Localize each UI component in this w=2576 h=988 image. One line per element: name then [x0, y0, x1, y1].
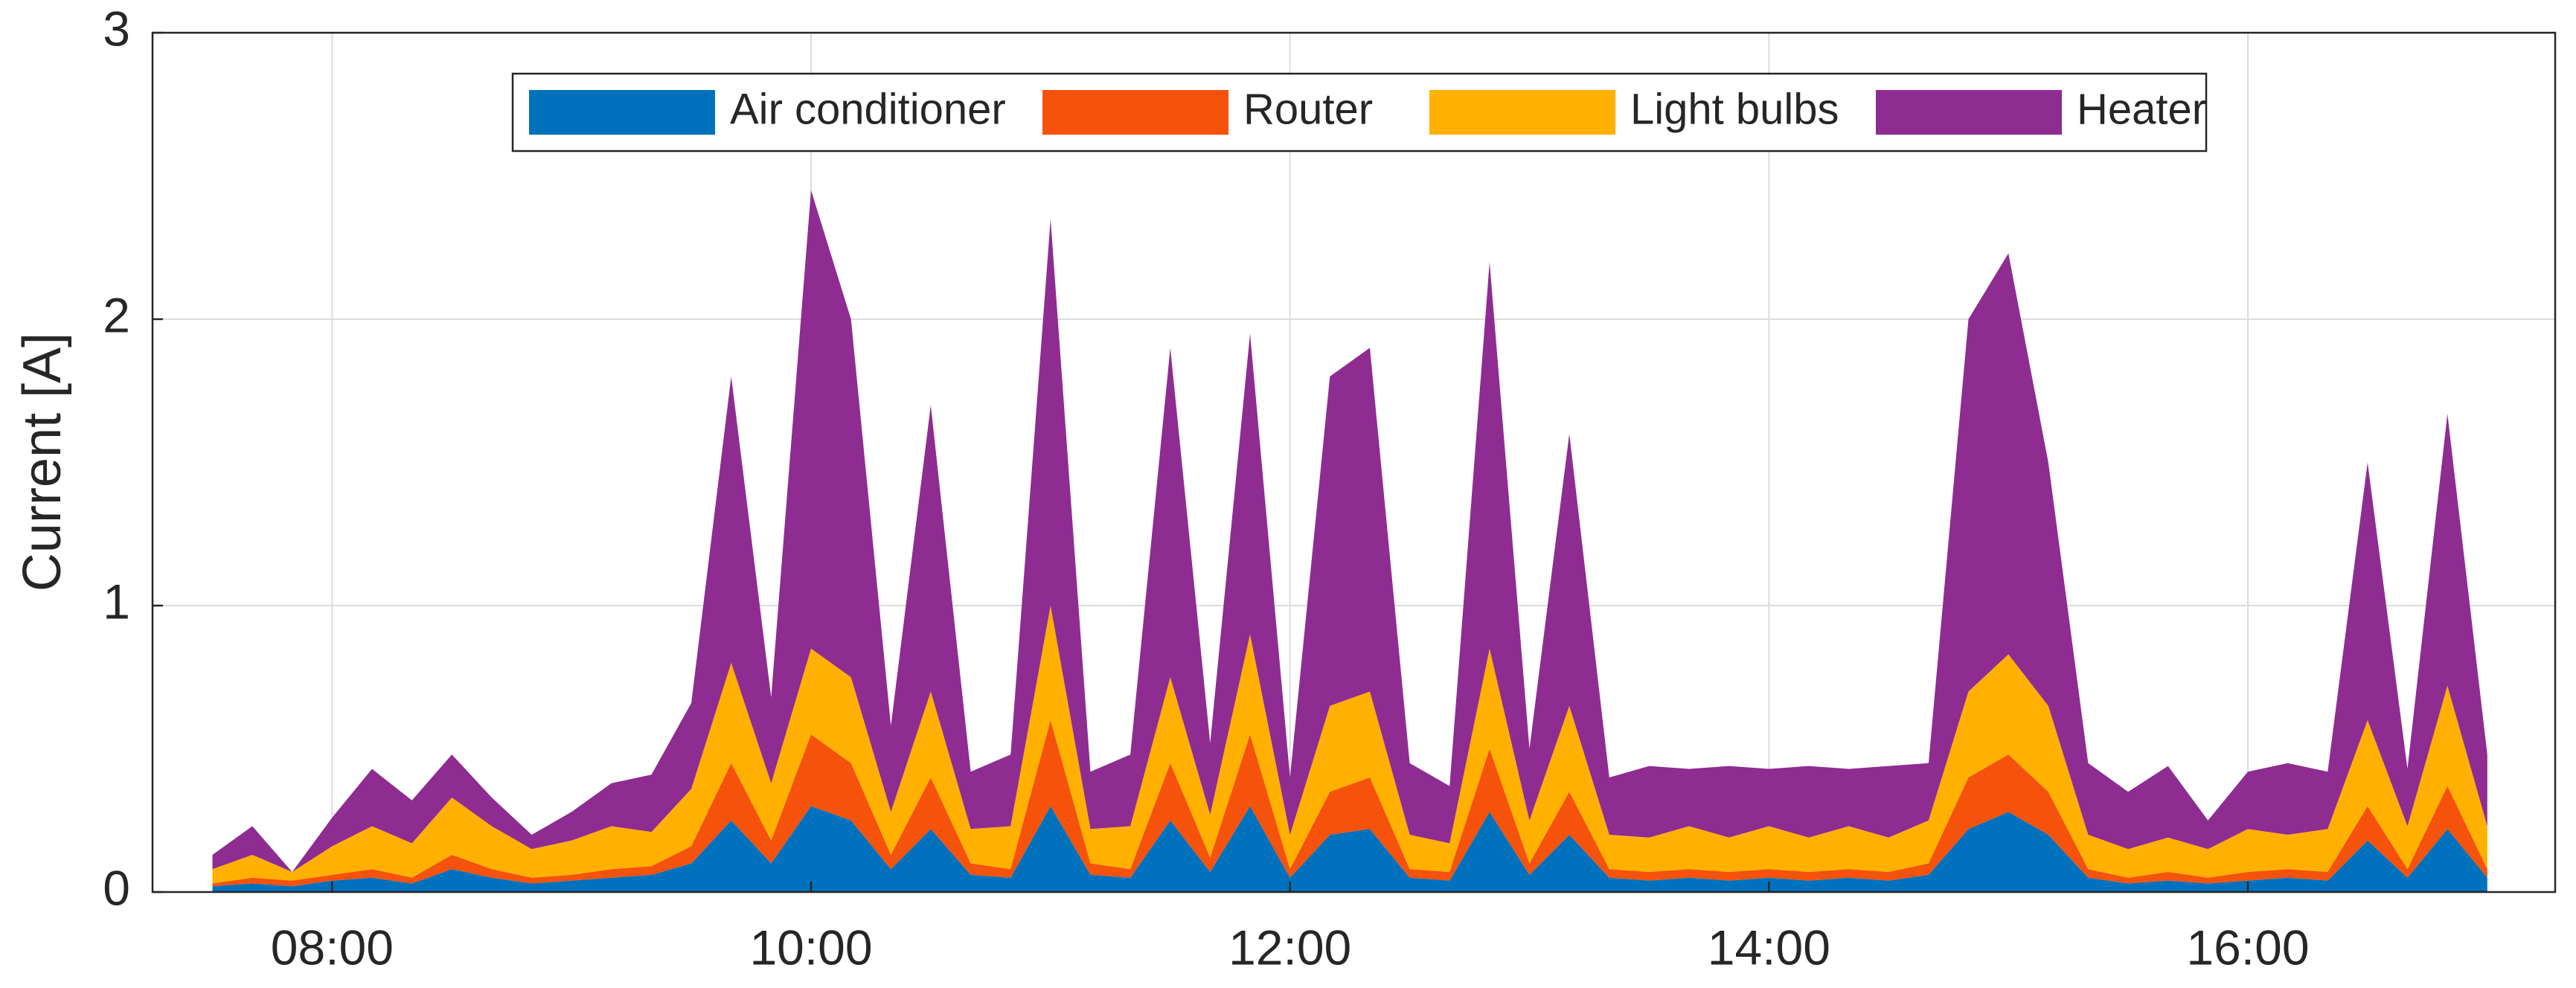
y-tick-label: 0 [103, 860, 130, 915]
area-series [212, 806, 2487, 892]
legend-swatch [1429, 90, 1615, 135]
legend-label: Heater [2077, 85, 2206, 133]
area-series [212, 190, 2487, 872]
x-tick-label: 10:00 [749, 920, 872, 975]
plot-frame [151, 31, 2557, 894]
x-tick-label: 14:00 [1708, 920, 1830, 975]
area-series [212, 720, 2487, 887]
x-tick-label: 16:00 [2186, 920, 2309, 975]
legend: Air conditioner Router Light bulbs Heater [511, 72, 2208, 153]
y-axis-label: Current [A] [13, 333, 72, 591]
y-tick-label: 2 [103, 287, 130, 342]
ticks: 0 1 2 3 08:00 10:00 12:00 14:00 16:00 [103, 1, 2309, 975]
legend-label: Light bulbs [1630, 85, 1839, 133]
y-tick-label: 1 [103, 574, 130, 629]
area-series [212, 606, 2487, 884]
areas [212, 190, 2487, 892]
legend-swatch [1042, 90, 1228, 135]
y-tick-label: 3 [103, 1, 130, 56]
x-tick-label: 12:00 [1228, 920, 1351, 975]
x-tick-label: 08:00 [271, 920, 394, 975]
legend-label: Router [1243, 85, 1373, 133]
legend-label: Air conditioner [730, 85, 1006, 133]
legend-swatch [529, 90, 715, 135]
legend-swatch [1876, 90, 2062, 135]
